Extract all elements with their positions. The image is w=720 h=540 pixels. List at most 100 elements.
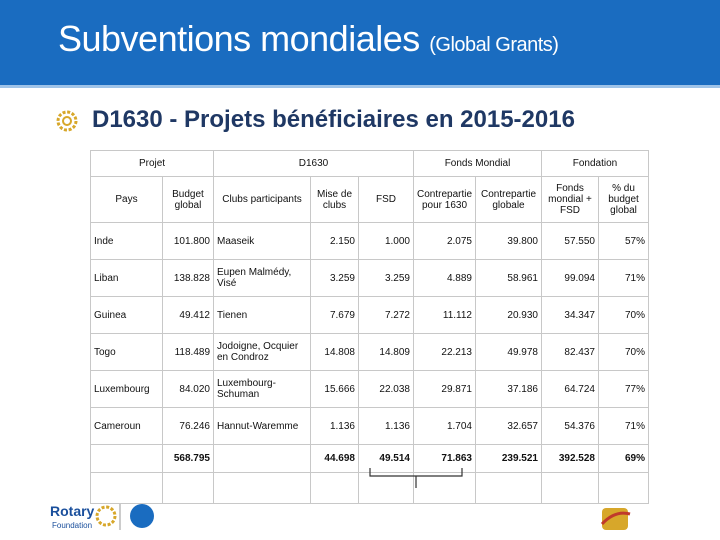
table-cell: Luxembourg-Schuman [213, 370, 311, 408]
table-cell: 1.704 [413, 407, 476, 445]
table-cell: 14.809 [358, 333, 414, 371]
table-cell: 20.930 [475, 296, 542, 334]
table-row: Guinea 49.412 Tienen 7.679 7.272 11.112 20.930… [90, 296, 650, 334]
table-cell: 392.528 [541, 444, 599, 473]
table-cell: Luxembourg [90, 370, 163, 408]
table-cell: 82.437 [541, 333, 599, 371]
table-cell: 70% [597, 333, 650, 371]
table-cell [358, 472, 414, 504]
table-cell: Fonds Mondial [413, 150, 542, 177]
table-row: Cameroun 76.246 Hannut-Waremme 1.136 1.136 1.… [90, 407, 650, 445]
title-text: Subventions mondiales [58, 18, 420, 59]
table-cell: Jodoigne, Ocquier en Condroz [213, 333, 311, 371]
table-cell [90, 472, 163, 504]
table-cell: 57.550 [541, 222, 599, 260]
table-cell [475, 472, 542, 504]
table-cell: 118.489 [162, 333, 214, 371]
table-cell [413, 472, 476, 504]
title-suffix: (Global Grants) [429, 34, 559, 56]
table-cell: Projet [90, 150, 214, 177]
table-cell: 1.136 [358, 407, 414, 445]
table-cell: Budget global [162, 176, 214, 223]
table-cell: 7.272 [358, 296, 414, 334]
table-cell [541, 472, 599, 504]
table-cell: 29.871 [413, 370, 476, 408]
table-cell: 70% [597, 296, 650, 334]
table-cell: 34.347 [541, 296, 599, 334]
table-row: Luxembourg 84.020 Luxembourg-Schuman 15.666… [90, 370, 650, 408]
table-cell: 3.259 [358, 259, 414, 297]
rotary-logo-text: Rotary [50, 503, 95, 519]
table-cell: 101.800 [162, 222, 214, 260]
table-cell: 99.094 [541, 259, 599, 297]
table-cell: 11.112 [413, 296, 476, 334]
table-cell: Fonds mondial + FSD [541, 176, 599, 223]
table-cell: 71% [597, 407, 650, 445]
table-cell: 15.666 [310, 370, 359, 408]
table-cell [310, 472, 359, 504]
table-cell: Fondation [540, 150, 650, 177]
grants-table: Projet D1630 Fonds Mondial Fondation Pays Bud… [90, 150, 650, 504]
table-row [90, 472, 650, 504]
table-cell: 2.150 [310, 222, 359, 260]
table-cell: 138.828 [162, 259, 214, 297]
table-cell: 54.376 [541, 407, 599, 445]
logos: Rotary Foundation [50, 503, 631, 530]
table-cell: 49.978 [475, 333, 542, 371]
table-cell: 44.698 [310, 444, 359, 473]
table-cell: FSD [358, 176, 414, 223]
table-cell: % du budget global [597, 176, 650, 223]
table-cell: 84.020 [162, 370, 214, 408]
table-cell: 2.075 [413, 222, 476, 260]
table-cell: 22.213 [413, 333, 476, 371]
table-cell: 1.000 [358, 222, 414, 260]
table-cell: 239.521 [475, 444, 542, 473]
table-cell: Liban [90, 259, 163, 297]
table-row: Liban 138.828 Eupen Malmédy, Visé 3.259 3.25… [90, 259, 650, 297]
table-cell: 76.246 [162, 407, 214, 445]
rotary-logo-sub: Foundation [52, 521, 92, 530]
table-row: Togo 118.489 Jodoigne, Ocquier en Condroz 1… [90, 333, 650, 371]
header-bar [0, 0, 720, 88]
table-cell: 32.657 [475, 407, 542, 445]
title: Subventions mondiales (Global Grants) [58, 18, 559, 60]
table-cell: 77% [597, 370, 650, 408]
table-cell: 4.889 [413, 259, 476, 297]
table-cell: Maaseik [213, 222, 311, 260]
table-cell: Hannut-Waremme [213, 407, 311, 445]
table-cell: Togo [90, 333, 163, 371]
table-cell: Contrepartie pour 1630 [413, 176, 476, 223]
table-cell [597, 472, 650, 504]
table-cell: Eupen Malmédy, Visé [213, 259, 311, 297]
table-cell: Tienen [213, 296, 311, 334]
table-cell: Clubs participants [213, 176, 311, 223]
table-cell: 14.808 [310, 333, 359, 371]
table-row: Pays Budget global Clubs participants Mise … [90, 176, 650, 223]
table-cell [213, 444, 311, 473]
table-cell: Cameroun [90, 407, 163, 445]
table-cell: Pays [90, 176, 163, 223]
table-row: Projet D1630 Fonds Mondial Fondation [90, 150, 650, 177]
rotary-wheel-icon [56, 110, 78, 132]
table-cell [213, 472, 311, 504]
table-row: Inde 101.800 Maaseik 2.150 1.000 2.075 39.800 5… [90, 222, 650, 260]
table-cell: 22.038 [358, 370, 414, 408]
table-cell [162, 472, 214, 504]
table-cell: 7.679 [310, 296, 359, 334]
table-cell: Contrepartie globale [475, 176, 542, 223]
table-cell: 69% [597, 444, 650, 473]
table-cell: 39.800 [475, 222, 542, 260]
table-cell: 71.863 [413, 444, 476, 473]
table-cell: Guinea [90, 296, 163, 334]
bracket [369, 468, 463, 488]
table-cell: 57% [597, 222, 650, 260]
table-row: 568.795 44.698 49.514 71.863 239.521 392.528 6… [90, 444, 650, 473]
table-cell [90, 444, 163, 473]
table-cell: 71% [597, 259, 650, 297]
table-cell: 1.136 [310, 407, 359, 445]
table-cell: 3.259 [310, 259, 359, 297]
table-cell: 64.724 [541, 370, 599, 408]
table-cell: 568.795 [162, 444, 214, 473]
table-cell: 37.186 [475, 370, 542, 408]
